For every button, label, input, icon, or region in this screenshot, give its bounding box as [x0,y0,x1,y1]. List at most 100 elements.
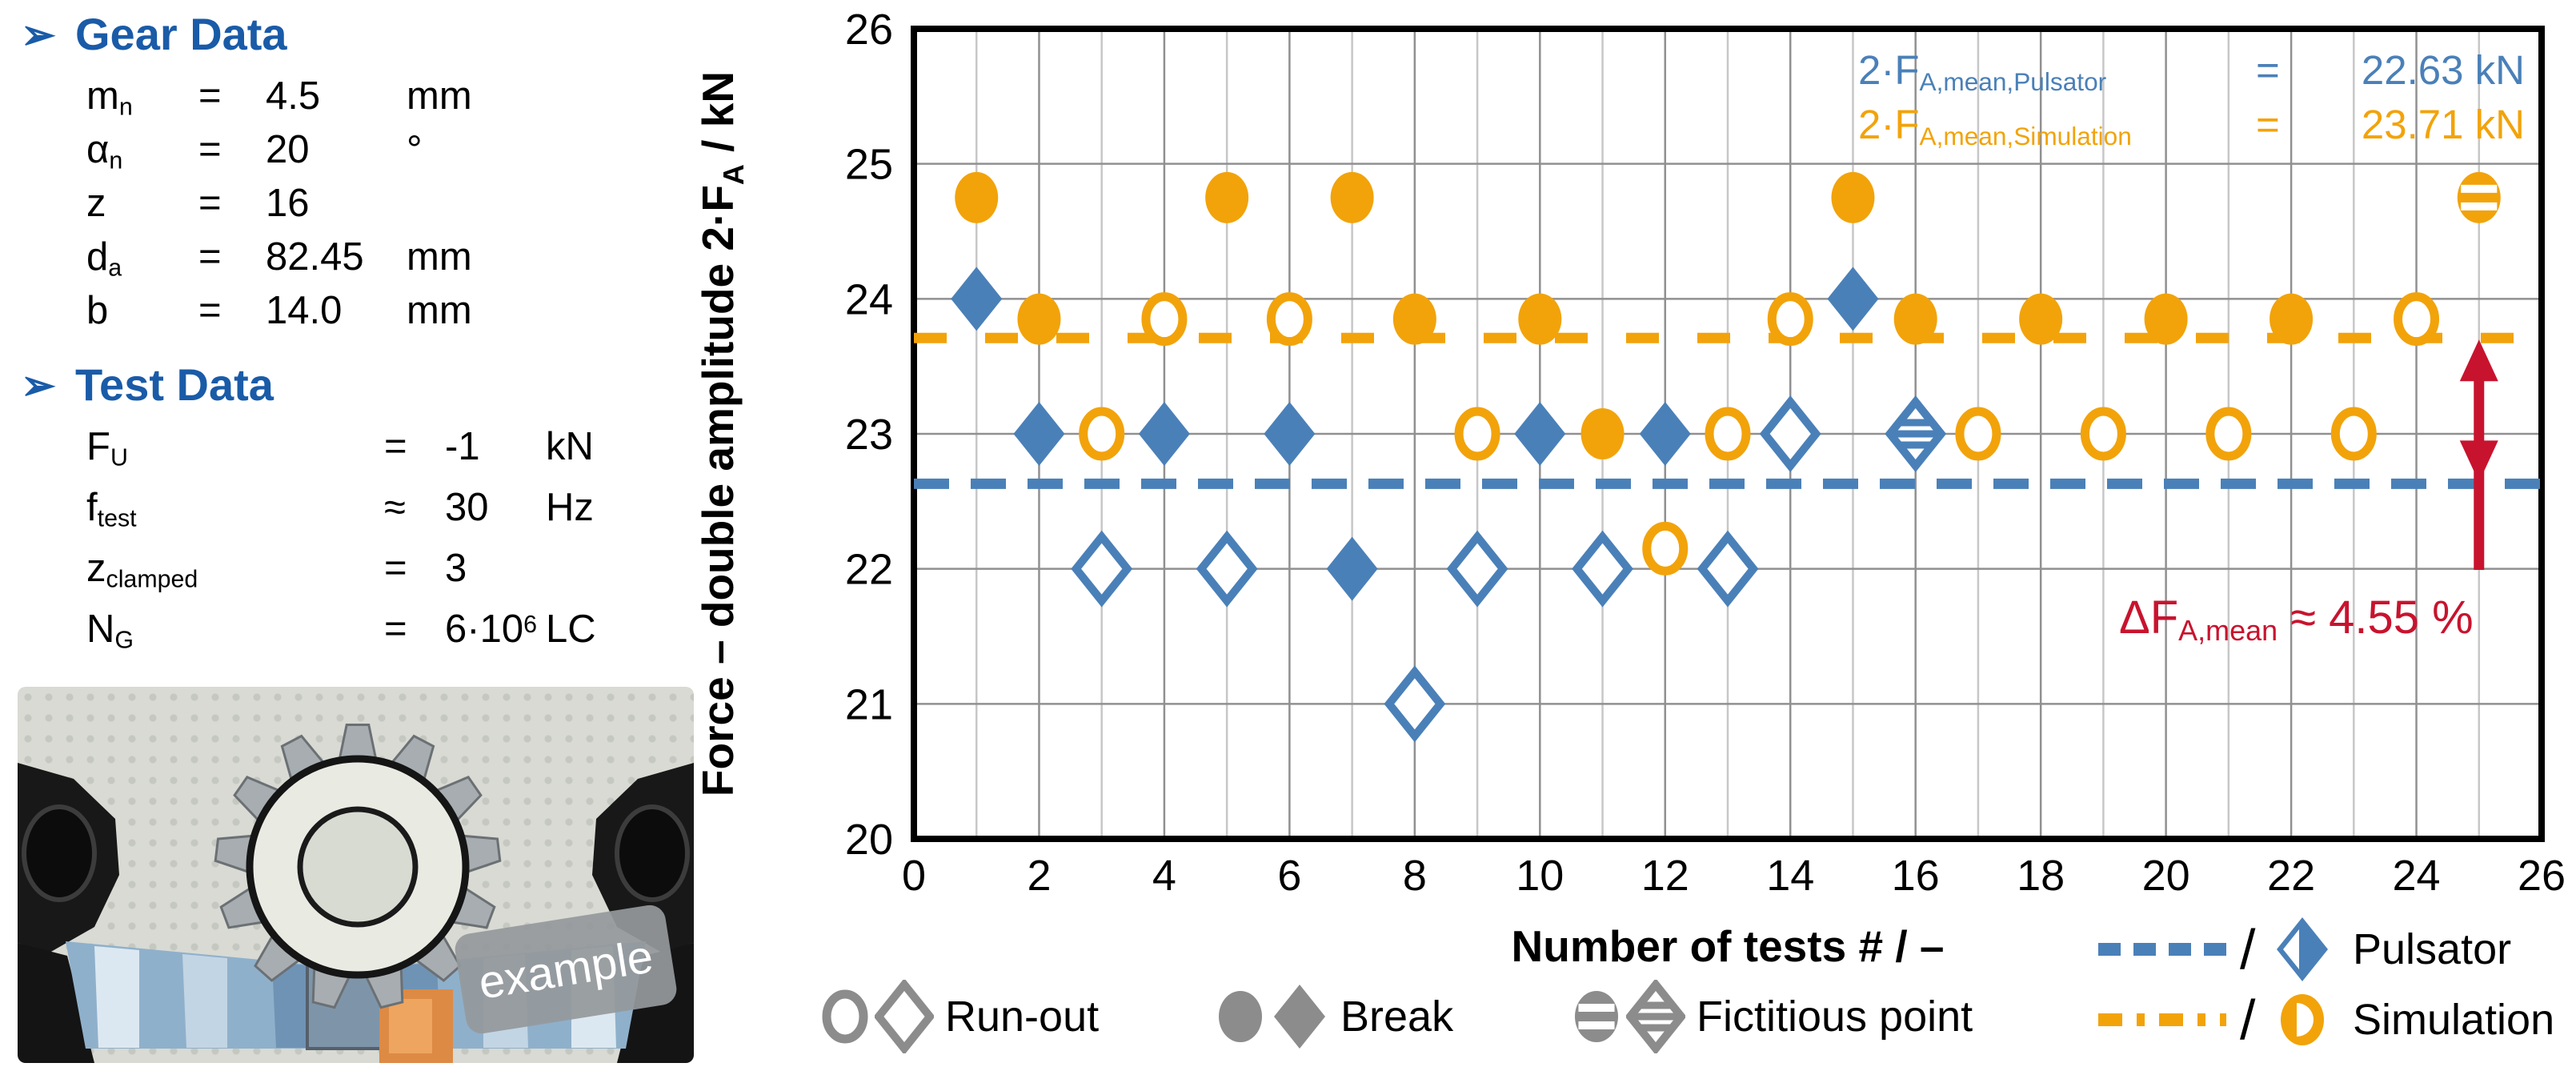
svg-text:8: 8 [1403,852,1427,900]
parameter-symbol: FU [86,425,128,471]
diamond-marker-hollow [1759,395,1821,473]
break-circle-icon [1219,991,1262,1042]
parameter-value: 3 [445,547,467,590]
fictitious-point-label: Fictitious point [1697,993,1973,1041]
diamond-marker-hollow [1384,665,1446,743]
legend-fictitious-point: Fictitious point [1567,980,1973,1053]
diamond-marker-filled [1326,536,1378,601]
parameter-value: 6·106 [445,608,537,651]
svg-text:0: 0 [902,852,926,900]
relation-sign: = [198,128,222,171]
parameter-row: b = 14.0 mm [86,288,615,342]
diamond-marker-filled [1274,985,1325,1049]
relation-sign: = [198,182,222,225]
diamond-marker-hollow [1446,530,1508,608]
circle-marker-hollow [2080,407,2126,461]
x-axis-title: Number of tests # / – [1511,921,1945,971]
parameter-symbol: ftest [86,486,137,532]
circle-marker-filled [1219,991,1262,1042]
svg-text:16: 16 [1892,852,1940,900]
circle-marker-filled [1518,293,1562,345]
circle-marker-filled [1831,171,1875,223]
pulsator-mean-subscript: A,mean,Pulsator [1919,67,2107,97]
simulation-mean-equals: = [2256,102,2280,147]
svg-text:25: 25 [845,141,893,189]
simulation-mean-subscript: A,mean,Simulation [1919,122,2132,151]
diamond-marker-filled [951,267,1003,331]
parameter-symbol: b [86,289,109,332]
diamond-marker-striped [1885,395,1947,473]
circle-marker-filled [1330,171,1374,223]
parameter-unit: Hz [546,486,594,529]
diamond-marker-hollow [1697,530,1759,608]
parameter-row: FU = -1 kN [86,424,663,485]
parameter-value: 82.45 [266,235,364,279]
parameter-value: 20 [266,128,310,171]
parameter-row: NG = 6·106 LC [86,607,663,668]
delta-subscript: A,mean [2178,614,2278,648]
diamond-marker-filled [1827,267,1879,331]
parameter-row: z = 16 [86,181,615,235]
circle-marker-hollow [1079,407,1125,461]
parameter-value: 16 [266,182,310,225]
diamond-marker-hollow [1071,530,1133,608]
parameter-value: 14.0 [266,289,343,332]
svg-text:6: 6 [1277,852,1301,900]
circle-marker-hollow [1955,407,2001,461]
photo-illustration [18,724,694,1063]
parameter-unit: ° [407,128,423,171]
circle-marker-filled [2270,293,2314,345]
svg-text:26: 26 [2518,852,2566,900]
simulation-mean-symbol: 2·F [1858,102,1920,147]
relation-sign: = [384,425,407,468]
run-out-label: Run-out [945,993,1100,1041]
simulation-circle-icon [2281,994,2324,1045]
circle-marker-filled [1017,293,1061,345]
svg-text:22: 22 [845,546,893,594]
svg-text:4: 4 [1152,852,1176,900]
circle-marker-filled [1580,408,1625,459]
pulsator-mean-value: 22.63 kN [2361,47,2525,93]
svg-text:14: 14 [1766,852,1814,900]
break-diamond-icon [1274,985,1325,1049]
circle-marker-filled [1392,293,1436,345]
svg-text:20: 20 [845,816,893,864]
parameter-value: 30 [445,486,489,529]
gear-data-heading: Gear Data [75,9,287,59]
parameter-symbol: zclamped [86,547,198,593]
simulation-mean-label: 2·FA,mean,Simulation = 23.71 kN [1858,101,2525,154]
circle-marker-hollow [822,989,868,1044]
svg-text:24: 24 [2392,852,2440,900]
svg-text:12: 12 [1641,852,1689,900]
diamond-marker-filled [1514,402,1566,466]
test-data-heading: Test Data [75,359,274,410]
circle-marker-filled [1205,171,1249,223]
pulsator-diamond-icon [2277,917,2328,981]
delta-arrow [2459,339,2498,570]
test-data-bullet-icon: ➢ [21,363,56,409]
svg-text:18: 18 [2017,852,2065,900]
y-axis-title: Force – double amplitude 2·FA / kN [693,71,750,796]
circle-marker-hollow [1767,292,1813,347]
parameter-row: ftest ≈30 Hz [86,485,663,546]
break-label: Break [1340,993,1454,1041]
diamond-marker-filled [1013,402,1065,466]
parameter-row: da = 82.45 mm [86,235,615,288]
legend-run-out: Run-out [815,980,1099,1053]
svg-text:26: 26 [845,6,893,54]
legend-pulsator: / Pulsator [2095,913,2575,986]
svg-text:20: 20 [2142,852,2190,900]
relation-sign: = [384,547,407,590]
run-out-circle-icon [822,989,868,1044]
pulsator-dash-line-icon [2098,943,2226,956]
relation-sign: ≈ [384,486,406,529]
parameter-symbol: αn [86,128,123,174]
simulation-dash-line-icon [2098,1013,2226,1026]
parameter-symbol: mn [86,74,133,121]
relation-sign: = [384,608,407,651]
legend-simulation: / Simulation [2095,983,2575,1057]
circle-marker-hollow [1141,292,1188,347]
pulsator-test-photo: example [18,687,694,1063]
